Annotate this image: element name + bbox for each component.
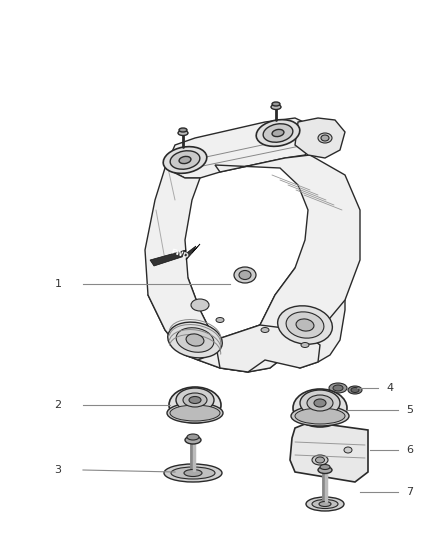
Ellipse shape xyxy=(312,455,328,465)
Ellipse shape xyxy=(300,390,340,416)
Text: 2: 2 xyxy=(54,400,62,410)
Ellipse shape xyxy=(271,104,281,109)
Polygon shape xyxy=(165,118,315,178)
Text: 5: 5 xyxy=(406,405,413,415)
Ellipse shape xyxy=(295,408,345,424)
Ellipse shape xyxy=(301,343,309,348)
Text: 6: 6 xyxy=(406,445,413,455)
Ellipse shape xyxy=(179,156,191,164)
Ellipse shape xyxy=(312,499,338,508)
Ellipse shape xyxy=(170,405,220,421)
Polygon shape xyxy=(290,422,368,482)
Ellipse shape xyxy=(189,397,201,403)
Polygon shape xyxy=(295,118,345,158)
Ellipse shape xyxy=(348,386,362,394)
Ellipse shape xyxy=(315,457,325,463)
Ellipse shape xyxy=(291,406,349,426)
Ellipse shape xyxy=(216,318,224,322)
Ellipse shape xyxy=(320,464,330,470)
Ellipse shape xyxy=(183,393,207,407)
Ellipse shape xyxy=(171,467,215,479)
Ellipse shape xyxy=(318,466,332,473)
Polygon shape xyxy=(215,155,360,348)
Polygon shape xyxy=(150,244,200,266)
Ellipse shape xyxy=(318,133,332,143)
Ellipse shape xyxy=(272,130,284,136)
Ellipse shape xyxy=(329,383,347,393)
Polygon shape xyxy=(148,268,345,372)
Ellipse shape xyxy=(168,322,222,358)
Text: FWD: FWD xyxy=(170,248,190,260)
Ellipse shape xyxy=(187,434,199,440)
Ellipse shape xyxy=(344,447,352,453)
Text: 4: 4 xyxy=(386,383,394,393)
Ellipse shape xyxy=(261,327,269,333)
Ellipse shape xyxy=(185,436,201,444)
Text: 7: 7 xyxy=(406,487,413,497)
Polygon shape xyxy=(215,325,320,372)
Ellipse shape xyxy=(163,147,207,173)
Ellipse shape xyxy=(170,151,200,169)
Ellipse shape xyxy=(278,306,332,344)
Ellipse shape xyxy=(176,388,214,412)
Ellipse shape xyxy=(167,403,223,423)
Ellipse shape xyxy=(256,119,300,147)
Ellipse shape xyxy=(186,334,204,346)
Ellipse shape xyxy=(179,128,187,132)
Polygon shape xyxy=(198,325,280,372)
Ellipse shape xyxy=(293,389,347,427)
Polygon shape xyxy=(145,168,215,360)
Ellipse shape xyxy=(263,124,293,142)
Text: 1: 1 xyxy=(54,279,61,289)
Ellipse shape xyxy=(286,312,324,338)
Ellipse shape xyxy=(307,395,333,411)
Ellipse shape xyxy=(178,131,188,135)
Ellipse shape xyxy=(319,502,331,506)
Ellipse shape xyxy=(314,399,326,407)
Ellipse shape xyxy=(191,299,209,311)
Ellipse shape xyxy=(169,387,221,423)
Ellipse shape xyxy=(296,319,314,331)
Ellipse shape xyxy=(321,135,329,141)
Ellipse shape xyxy=(234,267,256,283)
Ellipse shape xyxy=(351,387,359,392)
Text: 3: 3 xyxy=(54,465,61,475)
Ellipse shape xyxy=(239,271,251,279)
Ellipse shape xyxy=(333,385,343,391)
Ellipse shape xyxy=(272,102,280,106)
Ellipse shape xyxy=(164,464,222,482)
Ellipse shape xyxy=(306,497,344,511)
Ellipse shape xyxy=(176,328,214,352)
Ellipse shape xyxy=(184,470,202,477)
